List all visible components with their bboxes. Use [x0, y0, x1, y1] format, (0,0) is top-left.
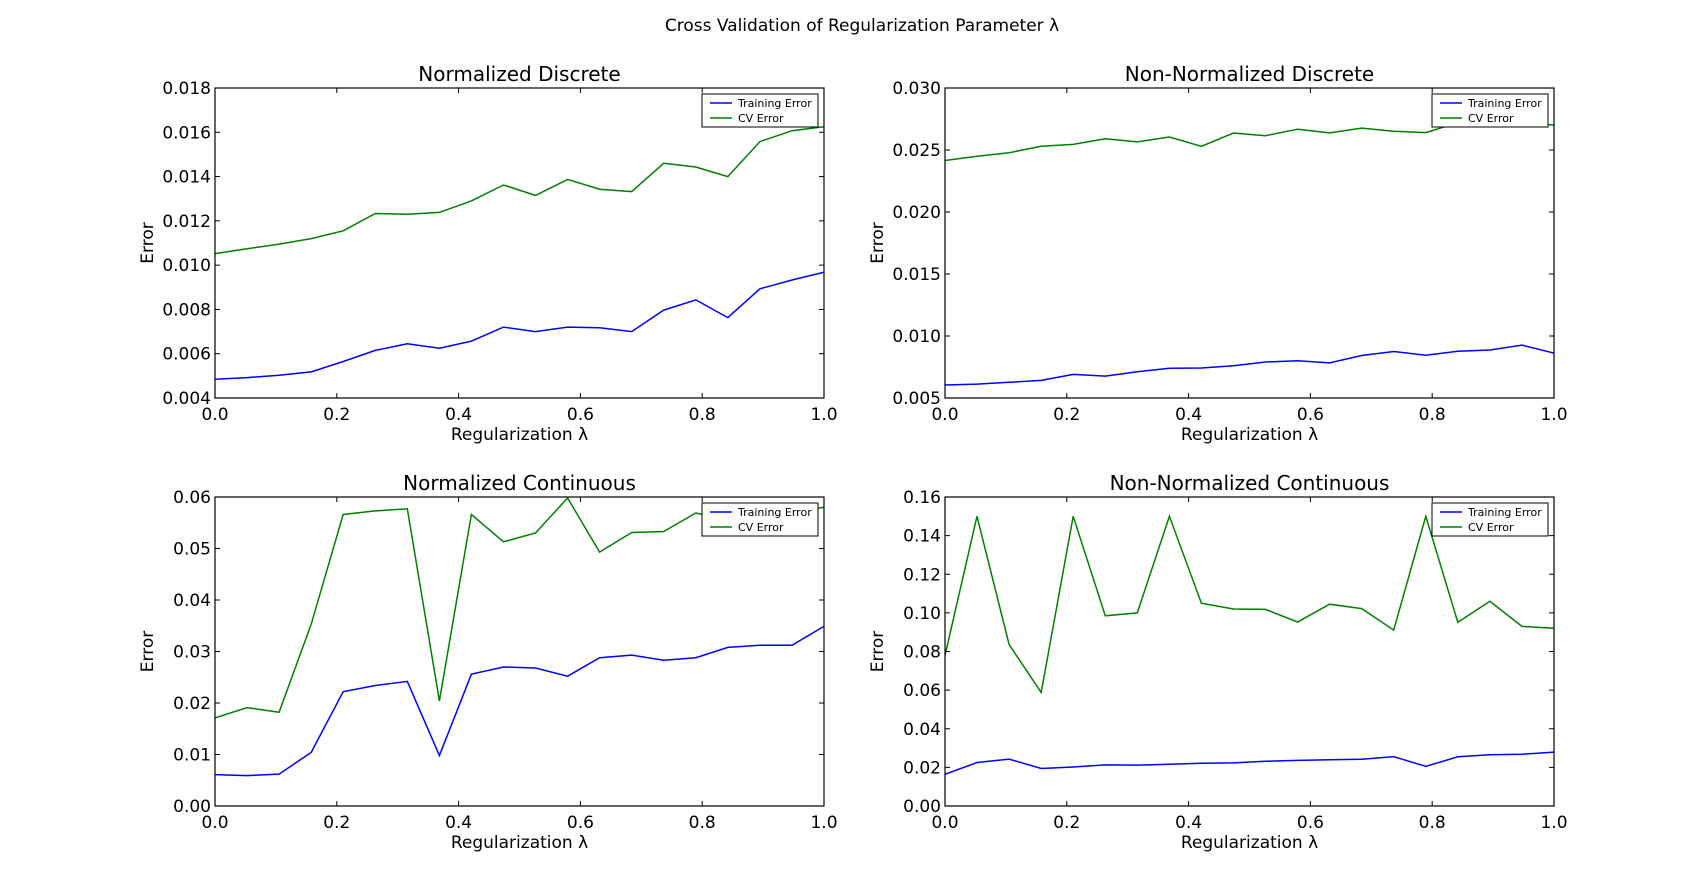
x-axis-label: Regularization λ	[451, 833, 588, 853]
y-tick-label: 0.016	[162, 123, 211, 143]
legend-label-training-error: Training Error	[737, 506, 812, 519]
legend-box	[1431, 502, 1549, 537]
x-tick-label: 1.0	[1540, 813, 1567, 833]
y-tick-label: 0.06	[173, 488, 211, 508]
legend-label-training-error: Training Error	[1467, 97, 1542, 110]
y-tick-label: 0.10	[903, 604, 941, 624]
x-tick-label: 0.2	[323, 813, 350, 833]
legend-label-cv-error: CV Error	[738, 521, 784, 534]
x-tick-label: 0.6	[567, 405, 594, 425]
x-tick-label: 0.4	[445, 405, 472, 425]
y-tick-label: 0.08	[903, 643, 941, 663]
legend-label-cv-error: CV Error	[1468, 112, 1514, 125]
x-tick-label: 0.8	[689, 405, 716, 425]
series-line-training-error	[945, 751, 1554, 776]
y-tick-label: 0.02	[903, 758, 941, 778]
x-tick-label: 1.0	[810, 405, 837, 425]
y-tick-label: 0.012	[162, 212, 211, 232]
y-tick-label: 0.06	[903, 681, 941, 701]
y-tick-label: 0.04	[903, 720, 941, 740]
x-tick-label: 0.4	[445, 813, 472, 833]
chart-panel-4: 0.0 0.2 0.4 0.6 0.8 1.0 0.00 0.02 0.04 0.06 0.08 0.…	[868, 471, 1568, 853]
x-tick-label: 0.2	[1053, 405, 1080, 425]
x-axis-label: Regularization λ	[1181, 425, 1318, 445]
axes-frame	[944, 87, 1555, 399]
chart-title: Non-Normalized Discrete	[1125, 62, 1374, 86]
x-tick-label: 0.0	[931, 405, 958, 425]
x-tick-label: 0.0	[201, 813, 228, 833]
x-tick-label: 1.0	[810, 813, 837, 833]
y-tick-label: 0.015	[892, 265, 941, 285]
x-tick-label: 0.0	[201, 405, 228, 425]
chart-panel-1: 0.0 0.2 0.4 0.6 0.8 1.0 0.004 0.006 0.008 0.010 0.…	[138, 62, 838, 445]
x-tick-label: 0.8	[689, 813, 716, 833]
axes-frame	[214, 496, 825, 807]
chart-title: Normalized Discrete	[418, 62, 620, 86]
x-axis-label: Regularization λ	[1181, 833, 1318, 853]
figure-title: Cross Validation of Regularization Param…	[665, 16, 1059, 36]
chart-panel-2: 0.0 0.2 0.4 0.6 0.8 1.0 0.005 0.010 0.015 0.020 0.…	[868, 62, 1568, 445]
y-tick-label: 0.005	[892, 389, 941, 409]
y-tick-label: 0.025	[892, 141, 941, 161]
y-tick-label: 0.03	[173, 643, 211, 663]
y-tick-label: 0.004	[162, 389, 211, 409]
y-tick-label: 0.008	[162, 300, 211, 320]
series-line-training-error	[945, 344, 1554, 386]
series-line-training-error	[215, 271, 824, 380]
y-axis-label: Error	[138, 222, 158, 263]
series-line-cv-error	[945, 513, 1554, 695]
x-tick-label: 0.4	[1175, 813, 1202, 833]
y-tick-label: 0.00	[173, 797, 211, 817]
y-tick-label: 0.010	[162, 256, 211, 276]
x-tick-label: 0.0	[931, 813, 958, 833]
legend: Training Error CV Error	[1431, 502, 1549, 537]
axes-frame	[944, 496, 1555, 807]
chart-title: Non-Normalized Continuous	[1110, 471, 1390, 495]
axes-frame	[214, 87, 825, 399]
x-tick-label: 0.2	[1053, 813, 1080, 833]
x-tick-label: 0.6	[567, 813, 594, 833]
y-tick-label: 0.030	[892, 79, 941, 99]
y-tick-label: 0.02	[173, 694, 211, 714]
y-axis-label: Error	[138, 631, 158, 672]
legend: Training Error CV Error	[1431, 93, 1549, 128]
x-tick-label: 0.8	[1419, 813, 1446, 833]
y-tick-label: 0.05	[173, 540, 211, 560]
y-tick-label: 0.014	[162, 168, 211, 188]
y-tick-label: 0.018	[162, 79, 211, 99]
y-tick-label: 0.020	[892, 203, 941, 223]
y-axis-label: Error	[868, 222, 888, 263]
x-tick-label: 0.6	[1297, 405, 1324, 425]
legend-box	[701, 502, 819, 537]
y-tick-label: 0.00	[903, 797, 941, 817]
legend-label-training-error: Training Error	[1467, 506, 1542, 519]
y-tick-label: 0.16	[903, 488, 941, 508]
legend: Training Error CV Error	[701, 93, 819, 128]
legend-box	[701, 93, 819, 128]
y-axis-label: Error	[868, 631, 888, 672]
legend-box	[1431, 93, 1549, 128]
legend-label-cv-error: CV Error	[738, 112, 784, 125]
x-tick-label: 0.8	[1419, 405, 1446, 425]
x-tick-label: 1.0	[1540, 405, 1567, 425]
series-line-training-error	[215, 625, 824, 777]
chart-title: Normalized Continuous	[403, 471, 636, 495]
y-tick-label: 0.01	[173, 746, 211, 766]
x-tick-label: 0.2	[323, 405, 350, 425]
y-tick-label: 0.006	[162, 345, 211, 365]
y-tick-label: 0.04	[173, 591, 211, 611]
x-tick-label: 0.4	[1175, 405, 1202, 425]
legend-label-training-error: Training Error	[737, 97, 812, 110]
legend-label-cv-error: CV Error	[1468, 521, 1514, 534]
x-tick-label: 0.6	[1297, 813, 1324, 833]
chart-panel-3: 0.0 0.2 0.4 0.6 0.8 1.0 0.00 0.01 0.02 0.03 0.04 0.…	[138, 471, 838, 853]
legend: Training Error CV Error	[701, 502, 819, 537]
y-tick-label: 0.14	[903, 527, 941, 547]
series-line-cv-error	[215, 125, 824, 255]
y-tick-label: 0.010	[892, 327, 941, 347]
y-tick-label: 0.12	[903, 565, 941, 585]
x-axis-label: Regularization λ	[451, 425, 588, 445]
